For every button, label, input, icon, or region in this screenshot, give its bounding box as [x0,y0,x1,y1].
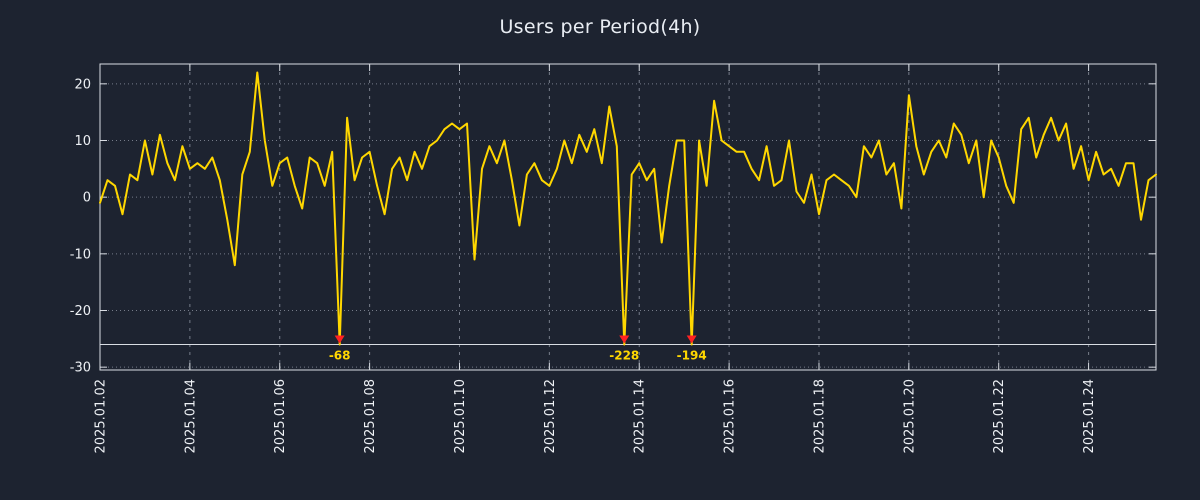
y-tick-label: -20 [70,304,91,319]
y-tick-label: 20 [74,77,91,92]
series-line [99,71,1157,346]
x-tick-label: 2025.01.08 [363,379,378,453]
x-tick-label: 2025.01.18 [812,379,827,453]
min-annotation-label: -194 [677,349,707,363]
x-tick-label: 2025.01.12 [543,379,558,453]
x-tick-label: 2025.01.22 [992,379,1007,453]
x-tick-label: 2025.01.04 [183,379,198,453]
y-tick-label: 10 [74,134,91,149]
y-tick-label: -10 [70,247,91,262]
x-tick-label: 2025.01.02 [94,379,109,453]
min-marker [619,335,630,344]
y-tick-label: 0 [83,191,91,206]
plot-border [99,63,1157,371]
x-tick-label: 2025.01.10 [453,379,468,453]
chart-title: Users per Period(4h) [499,16,701,38]
min-marker [686,335,697,344]
x-tick-label: 2025.01.20 [902,379,917,453]
min-marker [334,335,345,344]
min-annotation-label: -68 [329,349,351,363]
x-tick-label: 2025.01.24 [1082,379,1097,453]
x-tick-label: 2025.01.16 [723,379,738,453]
y-tick-label: -30 [70,361,91,376]
x-tick-label: 2025.01.14 [633,379,648,453]
min-annotation-label: -228 [609,349,639,363]
x-tick-label: 2025.01.06 [273,379,288,453]
